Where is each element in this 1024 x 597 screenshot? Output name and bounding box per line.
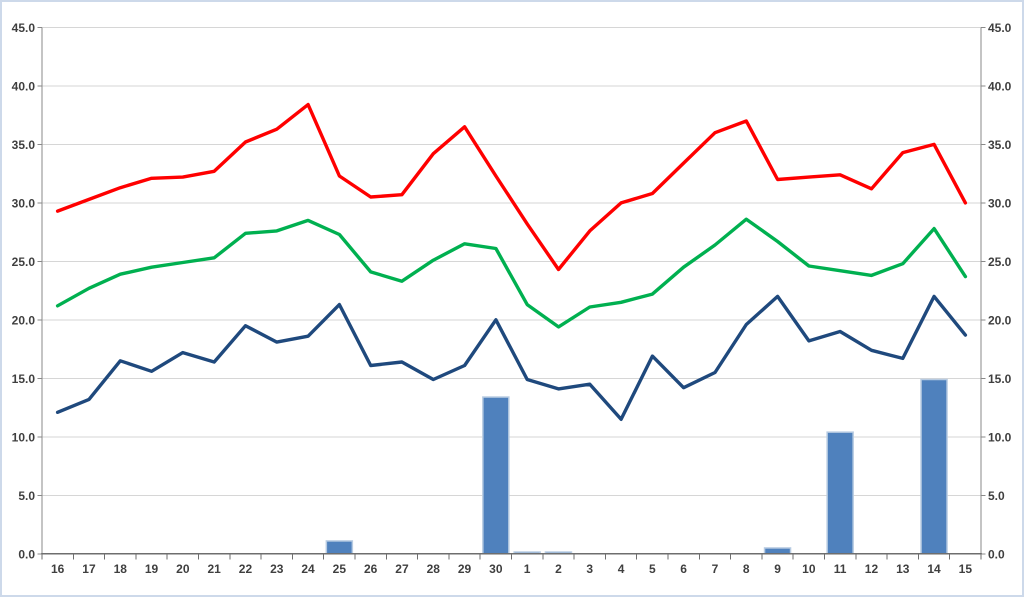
x-axis-label: 7 bbox=[712, 562, 719, 576]
y-axis-right-label: 40.0 bbox=[988, 79, 1012, 93]
x-axis-label: 4 bbox=[618, 562, 625, 576]
x-axis-label: 10 bbox=[802, 562, 816, 576]
y-axis-left-label: 0.0 bbox=[18, 547, 35, 561]
mid-line-series bbox=[55, 217, 968, 329]
x-axis-label: 2 bbox=[555, 562, 562, 576]
volume-bars-bar bbox=[325, 540, 354, 555]
y-axis-left-label: 20.0 bbox=[12, 313, 36, 327]
x-axis-label: 3 bbox=[586, 562, 593, 576]
x-axis-label: 21 bbox=[207, 562, 221, 576]
x-axis-label: 24 bbox=[301, 562, 315, 576]
x-axis-label: 18 bbox=[114, 562, 128, 576]
x-axis-label: 22 bbox=[239, 562, 253, 576]
x-axis-label: 29 bbox=[458, 562, 472, 576]
volume-bars-bar bbox=[763, 547, 792, 555]
y-axis-left-label: 45.0 bbox=[12, 21, 36, 35]
high-line-series bbox=[55, 102, 968, 272]
x-axis-label: 8 bbox=[743, 562, 750, 576]
x-axis-label: 14 bbox=[927, 562, 941, 576]
x-axis-label: 19 bbox=[145, 562, 159, 576]
y-axis-right-label: 35.0 bbox=[988, 138, 1012, 152]
y-axis-left-label: 10.0 bbox=[12, 430, 36, 444]
x-axis-label: 12 bbox=[865, 562, 879, 576]
x-axis-label: 6 bbox=[680, 562, 687, 576]
x-axis-label: 11 bbox=[834, 562, 847, 576]
y-axis-right-label: 25.0 bbox=[988, 255, 1012, 269]
x-axis-label: 1 bbox=[524, 562, 531, 576]
y-axis-left-label: 5.0 bbox=[18, 489, 35, 503]
volume-bars-bar bbox=[826, 431, 854, 555]
y-axis-right-label: 30.0 bbox=[988, 196, 1012, 210]
y-axis-left-label: 40.0 bbox=[12, 79, 36, 93]
low-line-series bbox=[55, 294, 968, 421]
x-axis-label: 9 bbox=[774, 562, 781, 576]
volume-bars-bar bbox=[920, 378, 948, 555]
x-axis-label: 26 bbox=[364, 562, 378, 576]
y-axis-left-label: 30.0 bbox=[12, 196, 36, 210]
y-axis-left-label: 35.0 bbox=[12, 138, 36, 152]
y-axis-right-label: 45.0 bbox=[988, 21, 1012, 35]
x-axis-label: 30 bbox=[489, 562, 503, 576]
x-axis-label: 15 bbox=[959, 562, 973, 576]
y-axis-right-label: 0.0 bbox=[988, 547, 1005, 561]
y-axis-right-label: 20.0 bbox=[988, 313, 1012, 327]
volume-bars-bar bbox=[482, 396, 510, 555]
y-axis-left-label: 25.0 bbox=[12, 255, 36, 269]
x-axis-label: 25 bbox=[333, 562, 347, 576]
x-axis-label: 28 bbox=[427, 562, 441, 576]
y-axis-right-label: 10.0 bbox=[988, 430, 1012, 444]
y-axis-right-label: 5.0 bbox=[988, 489, 1005, 503]
x-axis-label: 27 bbox=[395, 562, 409, 576]
x-axis-label: 13 bbox=[896, 562, 910, 576]
x-axis-label: 23 bbox=[270, 562, 284, 576]
y-axis-left-label: 15.0 bbox=[12, 372, 36, 386]
x-axis-label: 16 bbox=[51, 562, 65, 576]
x-axis-label: 5 bbox=[649, 562, 656, 576]
x-axis-label: 20 bbox=[176, 562, 190, 576]
y-axis-right-label: 15.0 bbox=[988, 372, 1012, 386]
x-axis-label: 17 bbox=[82, 562, 96, 576]
